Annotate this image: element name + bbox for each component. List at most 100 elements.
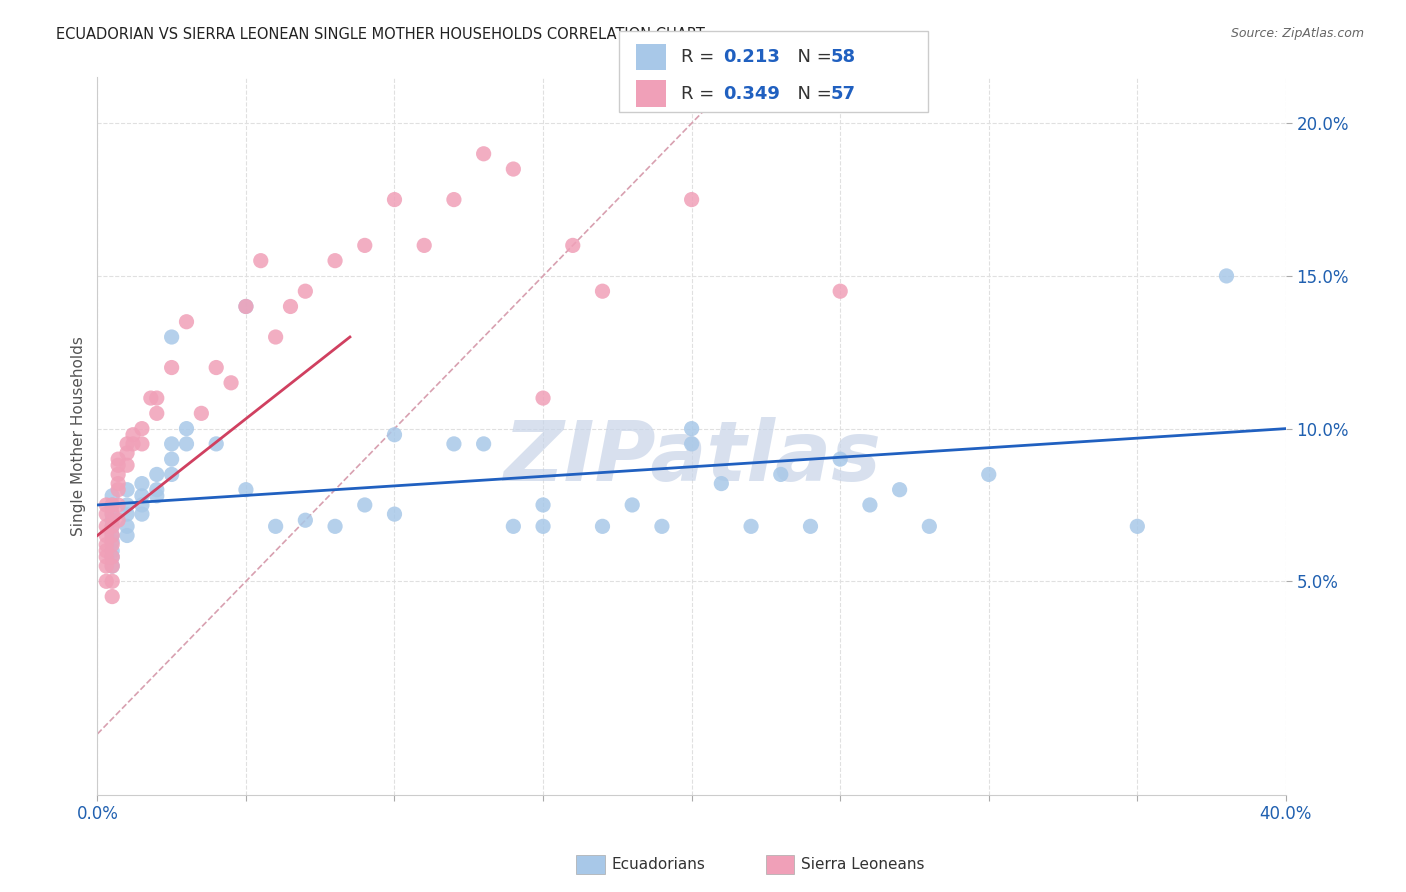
Point xyxy=(115,483,138,497)
Text: 58: 58 xyxy=(831,48,856,66)
Point xyxy=(107,498,129,512)
Text: 57: 57 xyxy=(831,85,856,103)
Text: 0.349: 0.349 xyxy=(723,85,779,103)
Point xyxy=(219,376,242,390)
Point xyxy=(830,284,852,298)
Point xyxy=(294,513,316,527)
Point xyxy=(472,437,495,451)
Point xyxy=(146,483,169,497)
Point xyxy=(264,330,287,344)
Point xyxy=(264,519,287,533)
Point xyxy=(190,406,212,420)
Point xyxy=(107,476,129,491)
Point xyxy=(205,360,228,375)
Point xyxy=(531,519,554,533)
Text: N =: N = xyxy=(786,85,838,103)
Point xyxy=(101,549,124,564)
Point xyxy=(115,528,138,542)
Point xyxy=(384,193,406,207)
Y-axis label: Single Mother Households: Single Mother Households xyxy=(72,336,86,536)
Point xyxy=(160,360,183,375)
Point xyxy=(353,498,375,512)
Point xyxy=(101,519,124,533)
Point xyxy=(131,476,153,491)
Point xyxy=(115,446,138,460)
Point xyxy=(353,238,375,252)
Point xyxy=(561,238,583,252)
Text: Sierra Leoneans: Sierra Leoneans xyxy=(801,857,925,871)
Point xyxy=(139,391,162,405)
Point xyxy=(176,315,198,329)
Point xyxy=(681,193,703,207)
Point xyxy=(1126,519,1149,533)
Point xyxy=(96,528,118,542)
Point xyxy=(101,507,124,521)
Point xyxy=(830,452,852,467)
Point xyxy=(122,437,145,451)
Point xyxy=(101,538,124,552)
Point xyxy=(131,437,153,451)
Point xyxy=(107,452,129,467)
Text: ZIPatlas: ZIPatlas xyxy=(503,417,880,499)
Point xyxy=(96,519,118,533)
Point xyxy=(977,467,1000,482)
Point xyxy=(96,559,118,574)
Text: R =: R = xyxy=(681,48,720,66)
Point xyxy=(96,498,118,512)
Point xyxy=(131,507,153,521)
Point xyxy=(531,498,554,512)
Point xyxy=(280,300,302,314)
Point xyxy=(740,519,762,533)
Point xyxy=(115,498,138,512)
Point xyxy=(531,391,554,405)
Point xyxy=(101,590,124,604)
Point xyxy=(101,528,124,542)
Point xyxy=(101,574,124,589)
Point xyxy=(107,458,129,473)
Point xyxy=(131,422,153,436)
Text: ECUADORIAN VS SIERRA LEONEAN SINGLE MOTHER HOUSEHOLDS CORRELATION CHART: ECUADORIAN VS SIERRA LEONEAN SINGLE MOTH… xyxy=(56,27,706,42)
Point xyxy=(146,489,169,503)
Point xyxy=(101,528,124,542)
Point xyxy=(323,519,346,533)
Point xyxy=(160,437,183,451)
Text: N =: N = xyxy=(786,48,838,66)
Point xyxy=(621,498,644,512)
Point xyxy=(101,559,124,574)
Point xyxy=(101,489,124,503)
Point xyxy=(592,284,614,298)
Point xyxy=(235,483,257,497)
Point xyxy=(235,300,257,314)
Point xyxy=(160,452,183,467)
Point xyxy=(443,193,465,207)
Point xyxy=(384,427,406,442)
Point xyxy=(101,513,124,527)
Point xyxy=(413,238,436,252)
Point xyxy=(96,574,118,589)
Point xyxy=(122,427,145,442)
Point xyxy=(146,467,169,482)
Point xyxy=(1215,268,1237,283)
Point xyxy=(681,437,703,451)
Point xyxy=(294,284,316,298)
Point xyxy=(769,467,792,482)
Point xyxy=(101,549,124,564)
Point xyxy=(235,300,257,314)
Point xyxy=(101,507,124,521)
Point xyxy=(249,253,271,268)
Point xyxy=(651,519,673,533)
Point xyxy=(107,467,129,482)
Point xyxy=(115,507,138,521)
Point xyxy=(176,437,198,451)
Point xyxy=(96,549,118,564)
Point xyxy=(205,437,228,451)
Point xyxy=(115,437,138,451)
Point xyxy=(146,406,169,420)
Point xyxy=(101,498,124,512)
Point xyxy=(146,391,169,405)
Point xyxy=(160,330,183,344)
Point xyxy=(131,489,153,503)
Point xyxy=(160,467,183,482)
Point xyxy=(384,507,406,521)
Point xyxy=(710,476,733,491)
